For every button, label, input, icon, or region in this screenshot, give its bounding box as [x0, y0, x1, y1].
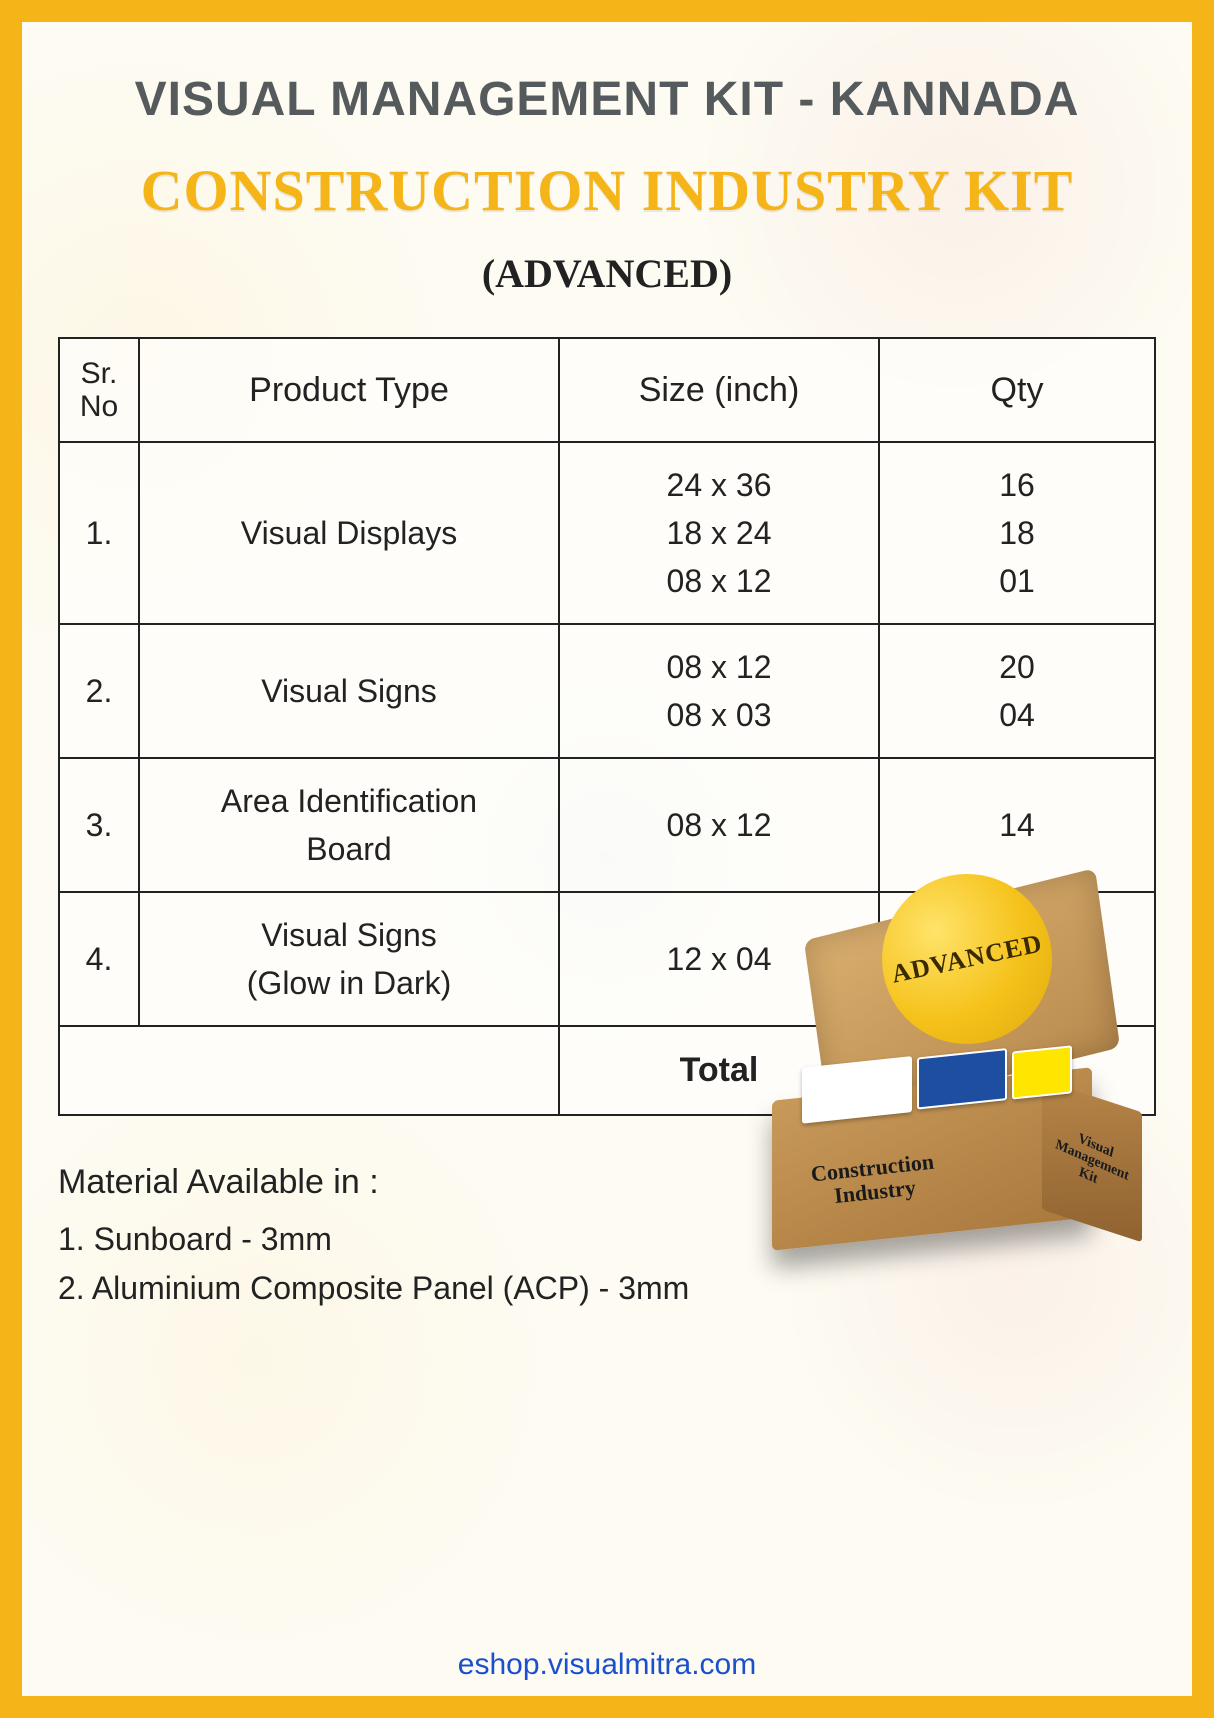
cell-product: Area Identification Board [139, 758, 559, 892]
col-qty: Qty [879, 338, 1155, 442]
cell-qty: 16 18 01 [879, 442, 1155, 624]
title-main: VISUAL MANAGEMENT KIT - KANNADA [58, 72, 1156, 127]
cell-blank [139, 1026, 559, 1115]
box-card [917, 1048, 1007, 1109]
cell-product: Visual Displays [139, 442, 559, 624]
table-header-row: Sr. No Product Type Size (inch) Qty [59, 338, 1155, 442]
table-row: 3.Area Identification Board08 x 1214 [59, 758, 1155, 892]
cell-srno: 3. [59, 758, 139, 892]
table-row: 1.Visual Displays24 x 36 18 x 24 08 x 12… [59, 442, 1155, 624]
box-lid-label: ADVANCED [889, 928, 1045, 989]
col-srno: Sr. No [59, 338, 139, 442]
box-card [802, 1056, 912, 1124]
cell-srno: 4. [59, 892, 139, 1026]
cell-size: 08 x 12 08 x 03 [559, 624, 879, 758]
kit-box-illustration: ADVANCED Construction Industry Visual Ma… [742, 894, 1142, 1234]
title-level: (ADVANCED) [58, 250, 1156, 297]
page-frame: VISUAL MANAGEMENT KIT - KANNADA CONSTRUC… [0, 0, 1214, 1718]
cell-srno: 2. [59, 624, 139, 758]
content-area: VISUAL MANAGEMENT KIT - KANNADA CONSTRUC… [22, 22, 1192, 1314]
col-product-type: Product Type [139, 338, 559, 442]
footer-url: eshop.visualmitra.com [22, 1648, 1192, 1682]
cell-product: Visual Signs [139, 624, 559, 758]
material-item: 2. Aluminium Composite Panel (ACP) - 3mm [58, 1264, 1156, 1314]
cell-product: Visual Signs (Glow in Dark) [139, 892, 559, 1026]
title-kit: CONSTRUCTION INDUSTRY KIT [58, 157, 1156, 224]
cell-srno: 1. [59, 442, 139, 624]
table-row: 2.Visual Signs08 x 12 08 x 0320 04 [59, 624, 1155, 758]
cell-qty: 20 04 [879, 624, 1155, 758]
box-card [1012, 1045, 1072, 1099]
cell-size: 08 x 12 [559, 758, 879, 892]
cell-qty: 14 [879, 758, 1155, 892]
col-size: Size (inch) [559, 338, 879, 442]
cell-size: 24 x 36 18 x 24 08 x 12 [559, 442, 879, 624]
cell-blank [59, 1026, 139, 1115]
